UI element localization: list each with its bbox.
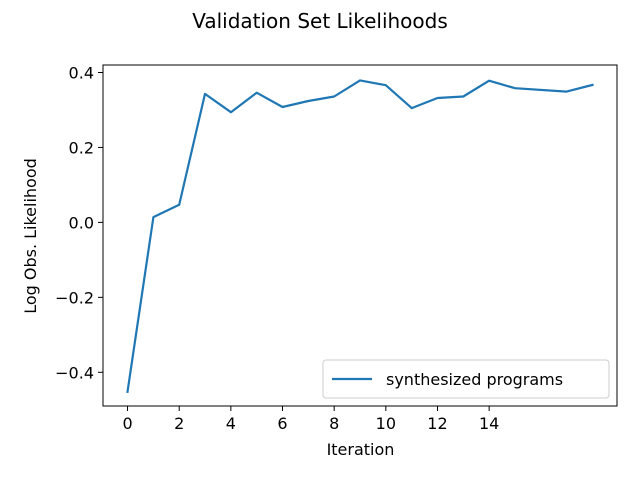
x-axis: 0 2 4 6 8 10 12 14 xyxy=(122,406,499,433)
x-axis-title: Iteration xyxy=(327,440,395,459)
plot-frame xyxy=(102,64,618,407)
x-tick-label: 6 xyxy=(277,414,287,433)
y-tick-label: −0.4 xyxy=(55,363,94,382)
x-tick-label: 0 xyxy=(122,414,132,433)
series-line xyxy=(126,79,594,394)
x-tick-label: 8 xyxy=(329,414,339,433)
y-tick-label: 0.2 xyxy=(69,138,94,157)
y-tick-label: 0.0 xyxy=(69,213,94,232)
y-tick-label: 0.4 xyxy=(69,63,94,82)
legend-box xyxy=(322,359,610,399)
x-tick-label: 2 xyxy=(174,414,184,433)
y-axis-title: Log Obs. Likelihood xyxy=(21,158,40,314)
y-axis: −0.4 −0.2 0.0 0.2 0.4 xyxy=(55,63,103,382)
legend: synthesized programs xyxy=(322,359,610,399)
x-tick-label: 14 xyxy=(479,414,499,433)
x-tick-label: 12 xyxy=(427,414,447,433)
y-tick-label: −0.2 xyxy=(55,288,94,307)
chart-title: Validation Set Likelihoods xyxy=(192,9,448,33)
x-tick-label: 10 xyxy=(376,414,396,433)
plot-area xyxy=(126,79,594,394)
x-tick-label: 4 xyxy=(226,414,236,433)
legend-label: synthesized programs xyxy=(386,370,563,389)
